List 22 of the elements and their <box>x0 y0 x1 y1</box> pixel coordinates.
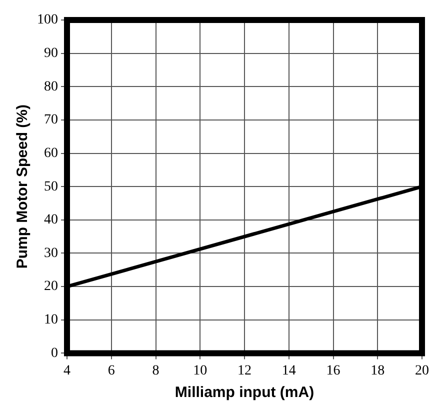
x-tick-label: 10 <box>193 363 208 378</box>
x-tick-label: 8 <box>152 363 160 378</box>
x-tick-label: 18 <box>370 363 385 378</box>
y-tick-label: 90 <box>44 46 58 61</box>
y-tick-label: 70 <box>44 112 58 128</box>
x-tick-label: 14 <box>282 363 296 378</box>
y-tick-label: 0 <box>51 346 58 361</box>
y-tick-label: 20 <box>44 279 58 294</box>
y-tick-label: 60 <box>44 146 58 161</box>
y-tick-label: 10 <box>44 312 58 328</box>
x-tick-label: 12 <box>238 363 252 378</box>
x-tick-label: 20 <box>415 363 429 378</box>
x-tick-label: 16 <box>326 363 340 378</box>
y-axis-title: Pump Motor Speed (%) <box>14 104 32 269</box>
y-tick-label: 40 <box>44 212 58 228</box>
x-tick-label: 6 <box>108 363 115 378</box>
x-tick-label: 4 <box>64 363 70 378</box>
y-tick-label: 80 <box>44 79 58 94</box>
y-tick-label: 30 <box>44 246 58 261</box>
x-axis-title: Milliamp input (mA) <box>174 384 314 402</box>
y-tick-label: 100 <box>37 12 58 28</box>
y-tick-label: 50 <box>44 179 58 194</box>
